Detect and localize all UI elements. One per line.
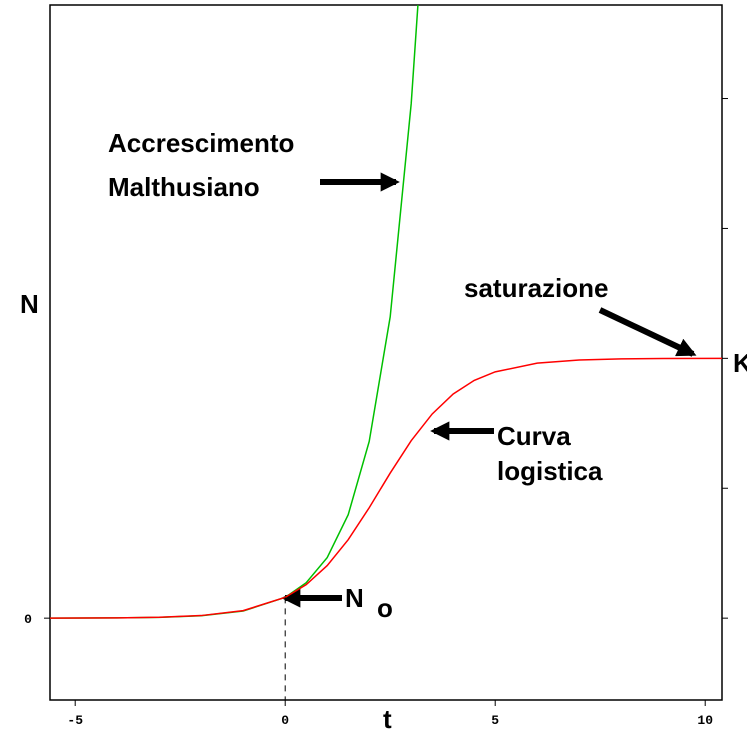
arrow [598, 307, 697, 357]
x-tick-label: 0 [281, 713, 289, 728]
annotation: K [733, 348, 747, 378]
plot-area [50, 5, 722, 619]
plot-frame [49, 4, 723, 701]
annotation: logistica [497, 456, 603, 486]
series-line [50, 5, 419, 619]
x-tick-label: 10 [697, 713, 713, 728]
y-axis-label: N [20, 289, 39, 319]
annotation: o [377, 593, 393, 623]
x-axis-label: t [383, 704, 392, 732]
annotation: saturazione [464, 273, 609, 303]
annotation: Curva [497, 421, 571, 451]
annotation: Malthusiano [108, 172, 260, 202]
y-tick-label: 0 [24, 612, 32, 627]
annotation: Accrescimento [108, 128, 294, 158]
arrows [281, 172, 697, 608]
x-tick-label: -5 [67, 713, 83, 728]
series-line [50, 357, 722, 619]
x-tick-label: 5 [491, 713, 499, 728]
annotation: N [345, 583, 364, 613]
